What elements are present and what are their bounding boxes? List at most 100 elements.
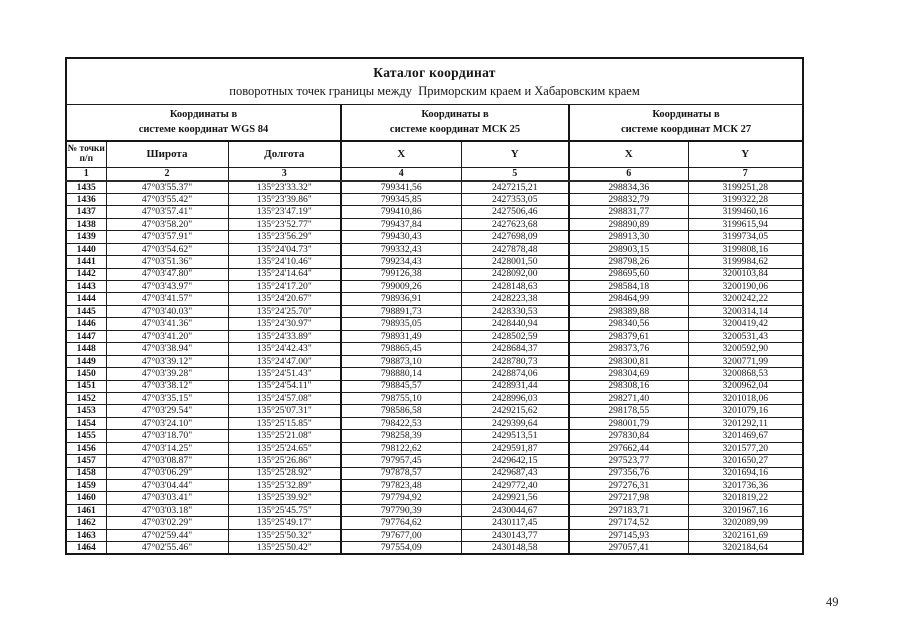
longitude-cell: 135°23'56.29" bbox=[227, 230, 342, 244]
latitude-cell: 47°03'58.20" bbox=[105, 217, 229, 232]
latitude-cell: 47°03'47.80" bbox=[105, 267, 229, 282]
column-header-point-number: № точки п/п bbox=[65, 140, 107, 168]
group-header-line2: системе координат МСК 25 bbox=[389, 124, 521, 136]
y-msk27-cell: 3200868,53 bbox=[687, 367, 804, 381]
group-header-msk27: Координаты в системе координат МСК 27 bbox=[567, 103, 804, 142]
y-msk25-cell: 2427215,21 bbox=[460, 180, 570, 194]
point-number-cell: 1437 bbox=[65, 205, 107, 219]
point-number-cell: 1447 bbox=[65, 329, 107, 344]
y-msk25-cell: 2428996,03 bbox=[460, 391, 570, 406]
x-msk25-cell: 798891,73 bbox=[340, 304, 462, 319]
latitude-cell: 47°03'29.54" bbox=[105, 404, 229, 418]
group-header-line2: системе координат МСК 27 bbox=[620, 124, 752, 136]
longitude-cell: 135°23'39.86" bbox=[227, 192, 342, 207]
point-number-cell: 1442 bbox=[65, 267, 107, 282]
table-row: 1459 47°03'04.44" 135°25'32.89" 797823,48 24… bbox=[65, 478, 804, 493]
x-msk27-cell: 297217,98 bbox=[568, 491, 689, 505]
table-row: 1438 47°03'58.20" 135°23'52.77" 799437,84 24… bbox=[65, 217, 804, 232]
longitude-cell: 135°24'51.43" bbox=[227, 367, 342, 381]
table-row: 1460 47°03'03.41" 135°25'39.92" 797794,92 24… bbox=[65, 491, 804, 505]
x-msk25-cell: 798586,58 bbox=[340, 404, 462, 418]
group-header-line1: Координаты в bbox=[169, 109, 238, 121]
x-msk27-cell: 298831,77 bbox=[568, 205, 689, 219]
table-row: 1453 47°03'29.54" 135°25'07.31" 798586,58 24… bbox=[65, 404, 804, 418]
y-msk27-cell: 3199734,05 bbox=[687, 230, 804, 244]
coordinate-system-group-row: Координаты в системе координат WGS 84 Ко… bbox=[65, 103, 804, 142]
table-row: 1457 47°03'08.87" 135°25'26.86" 797957,45 24… bbox=[65, 454, 804, 468]
longitude-cell: 135°24'42.43" bbox=[227, 342, 342, 356]
y-msk27-cell: 3200242,22 bbox=[687, 292, 804, 306]
point-number-cell: 1444 bbox=[65, 292, 107, 306]
y-msk27-cell: 3199251,28 bbox=[687, 180, 804, 194]
column-number: 3 bbox=[227, 166, 342, 182]
x-msk25-cell: 797790,39 bbox=[340, 503, 462, 518]
column-header-row: № точки п/п Широта Долгота X Y X Y bbox=[65, 140, 804, 168]
x-msk27-cell: 298178,55 bbox=[568, 404, 689, 418]
x-msk25-cell: 797554,09 bbox=[340, 541, 462, 555]
y-msk25-cell: 2429591,87 bbox=[460, 441, 570, 456]
y-msk27-cell: 3201819,22 bbox=[687, 491, 804, 505]
longitude-cell: 135°24'30.97" bbox=[227, 317, 342, 331]
y-msk25-cell: 2428780,73 bbox=[460, 354, 570, 369]
longitude-cell: 135°25'45.75" bbox=[227, 503, 342, 518]
longitude-cell: 135°24'10.46" bbox=[227, 255, 342, 269]
latitude-cell: 47°03'54.62" bbox=[105, 242, 229, 257]
x-msk27-cell: 297830,84 bbox=[568, 429, 689, 443]
longitude-cell: 135°24'33.89" bbox=[227, 329, 342, 344]
point-number-cell: 1456 bbox=[65, 441, 107, 456]
column-header-latitude: Широта bbox=[105, 140, 229, 168]
latitude-cell: 47°03'40.03" bbox=[105, 304, 229, 319]
latitude-cell: 47°03'18.70" bbox=[105, 429, 229, 443]
point-number-cell: 1455 bbox=[65, 429, 107, 443]
page-number: 49 bbox=[826, 595, 839, 609]
longitude-cell: 135°25'15.85" bbox=[227, 416, 342, 431]
x-msk25-cell: 797794,92 bbox=[340, 491, 462, 505]
y-msk25-cell: 2429215,62 bbox=[460, 404, 570, 418]
document-title: Каталог координат bbox=[373, 64, 496, 80]
latitude-cell: 47°03'24.10" bbox=[105, 416, 229, 431]
y-msk25-cell: 2428440,94 bbox=[460, 317, 570, 331]
y-msk25-cell: 2428092,00 bbox=[460, 267, 570, 282]
x-msk25-cell: 799234,43 bbox=[340, 255, 462, 269]
latitude-cell: 47°03'38.12" bbox=[105, 379, 229, 393]
longitude-cell: 135°24'14.64" bbox=[227, 267, 342, 282]
y-msk25-cell: 2429399,64 bbox=[460, 416, 570, 431]
point-number-cell: 1439 bbox=[65, 230, 107, 244]
y-msk27-cell: 3199615,94 bbox=[687, 217, 804, 232]
column-number: 1 bbox=[65, 166, 107, 182]
point-number-cell: 1452 bbox=[65, 391, 107, 406]
y-msk27-cell: 3200592,90 bbox=[687, 342, 804, 356]
point-number-cell: 1461 bbox=[65, 503, 107, 518]
y-msk27-cell: 3199460,16 bbox=[687, 205, 804, 219]
column-header-x-msk27: X bbox=[568, 140, 689, 168]
table-row: 1441 47°03'51.36" 135°24'10.46" 799234,43 24… bbox=[65, 255, 804, 269]
longitude-cell: 135°25'50.32" bbox=[227, 528, 342, 543]
y-msk27-cell: 3200419,42 bbox=[687, 317, 804, 331]
latitude-cell: 47°03'39.12" bbox=[105, 354, 229, 369]
column-header-y-msk25: Y bbox=[460, 140, 570, 168]
longitude-cell: 135°24'17.20" bbox=[227, 279, 342, 294]
x-msk25-cell: 797764,62 bbox=[340, 516, 462, 530]
longitude-cell: 135°24'04.73" bbox=[227, 242, 342, 257]
table-row: 1455 47°03'18.70" 135°25'21.08" 798258,39 24… bbox=[65, 429, 804, 443]
point-number-cell: 1448 bbox=[65, 342, 107, 356]
x-msk25-cell: 798258,39 bbox=[340, 429, 462, 443]
y-msk25-cell: 2430044,67 bbox=[460, 503, 570, 518]
y-msk25-cell: 2430143,77 bbox=[460, 528, 570, 543]
point-number-cell: 1451 bbox=[65, 379, 107, 393]
x-msk27-cell: 298300,81 bbox=[568, 354, 689, 369]
longitude-cell: 135°25'21.08" bbox=[227, 429, 342, 443]
point-number-cell: 1454 bbox=[65, 416, 107, 431]
y-msk27-cell: 3201469,67 bbox=[687, 429, 804, 443]
table-row: 1439 47°03'57.91" 135°23'56.29" 799430,43 24… bbox=[65, 230, 804, 244]
x-msk27-cell: 297356,76 bbox=[568, 466, 689, 481]
x-msk27-cell: 298373,76 bbox=[568, 342, 689, 356]
table-row: 1445 47°03'40.03" 135°24'25.70" 798891,73 24… bbox=[65, 304, 804, 319]
x-msk25-cell: 799126,38 bbox=[340, 267, 462, 282]
y-msk25-cell: 2428931,44 bbox=[460, 379, 570, 393]
point-number-cell: 1435 bbox=[65, 180, 107, 194]
point-number-cell: 1446 bbox=[65, 317, 107, 331]
latitude-cell: 47°03'41.20" bbox=[105, 329, 229, 344]
x-msk25-cell: 798936,91 bbox=[340, 292, 462, 306]
column-number: 7 bbox=[687, 166, 804, 182]
